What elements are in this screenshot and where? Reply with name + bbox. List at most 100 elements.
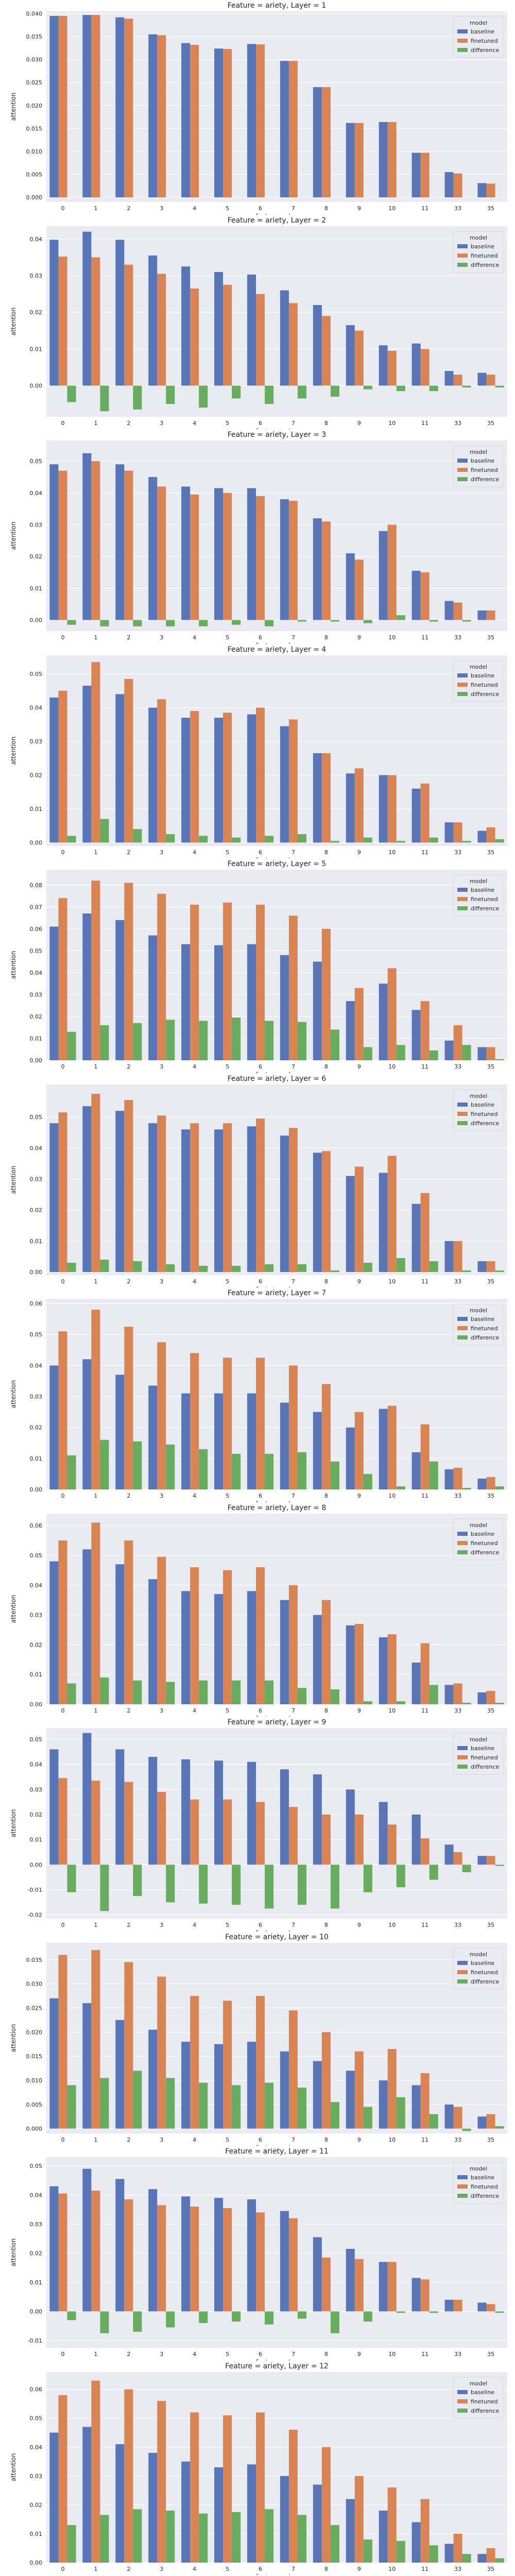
x-tick-label: 8 [324,849,328,856]
bar-baseline-11 [411,1814,421,1865]
bar-finetuned-9 [354,330,364,386]
y-axis-label: attention [10,2239,17,2267]
bar-baseline-33 [444,172,454,198]
legend-title: model [470,2165,487,2172]
bar-finetuned-3 [157,486,166,620]
legend: model baseline finetuned difference [453,1303,504,1346]
x-tick-label: 2 [127,849,130,856]
legend: model baseline finetuned difference [453,1089,504,1131]
y-tick-label: 0.05 [30,1114,43,1121]
x-tick-label: 1 [94,420,97,427]
y-tick-label: 0.015 [26,125,43,132]
y-tick-label: 0.02 [30,553,43,560]
legend-label-finetuned: finetuned [471,2398,498,2405]
legend: model baseline finetuned difference [453,1733,504,1775]
bar-finetuned-9 [354,2259,364,2312]
bar-baseline-8 [313,1615,322,1704]
x-tick-label: 6 [259,634,262,641]
chart-panel: 0.000 0.005 0.010 0.015 0.020 0.025 0.030 0.035… [10,1933,507,2146]
bar-baseline-4 [181,1590,191,1704]
bar-finetuned-6 [256,496,265,620]
legend-label-finetuned: finetuned [471,1325,498,1332]
bar-baseline-33 [444,2544,454,2563]
bar-finetuned-1 [91,15,100,198]
x-tick-label: 33 [454,1922,461,1928]
bar-baseline-33 [444,370,454,386]
y-tick-label: 0.02 [30,1425,43,1431]
bar-finetuned-8 [321,2257,331,2312]
legend-swatch-finetuned [457,682,468,687]
bar-baseline-6 [247,2199,256,2312]
bar-difference-8 [330,840,339,842]
bar-finetuned-9 [354,123,364,198]
x-tick-label: 35 [487,1707,494,1714]
y-axis-label: attention [10,522,17,550]
x-tick-label: 7 [291,1922,295,1928]
y-tick-label: 0.01 [30,1837,43,1843]
x-tick-label: 10 [388,1493,396,1499]
bar-finetuned-33 [453,1025,462,1060]
bar-difference-35 [495,1486,504,1489]
bar-baseline-1 [82,15,92,198]
x-tick-label: 7 [291,2351,295,2358]
y-tick-label: 0.010 [26,148,43,155]
legend-swatch-finetuned [457,253,468,258]
bar-finetuned-1 [91,880,100,1060]
y-tick-label: 0.00 [30,1486,43,1493]
bar-baseline-3 [148,1123,158,1272]
x-tick-label: 3 [160,420,163,427]
legend-label-difference: difference [471,905,499,912]
bar-difference-3 [166,1865,175,1903]
bar-difference-2 [133,1680,142,1704]
bar-baseline-1 [82,2003,92,2129]
bar-finetuned-8 [321,1814,331,1865]
x-tick-label: 35 [487,1063,494,1070]
bar-finetuned-0 [58,470,67,620]
bar-difference-8 [330,2311,339,2333]
x-tick-label: 9 [357,1278,361,1285]
bar-baseline-1 [82,231,92,386]
bar-finetuned-11 [420,348,430,386]
bar-finetuned-10 [387,1155,397,1272]
legend: model baseline finetuned difference [453,16,504,58]
bar-finetuned-6 [256,1802,265,1865]
legend: model baseline finetuned difference [453,445,504,487]
legend-label-difference: difference [471,2408,499,2414]
y-tick-label: 0.04 [30,1761,43,1768]
x-tick-label: 3 [160,2137,163,2143]
bar-finetuned-11 [420,572,430,620]
x-tick-label: 1 [94,2137,97,2143]
bar-finetuned-4 [190,1123,199,1272]
bar-finetuned-2 [124,19,133,198]
y-tick-label: 0.00 [30,382,43,389]
bar-difference-5 [232,1018,241,1060]
bar-difference-2 [133,1023,142,1060]
x-tick-label: 5 [226,205,229,212]
bar-baseline-8 [313,1774,322,1865]
legend-swatch-difference [457,477,468,481]
bar-baseline-0 [49,2432,59,2563]
legend-swatch-baseline [457,2389,468,2394]
y-tick-label: 0.06 [30,926,43,933]
bar-difference-5 [232,1865,241,1905]
bar-finetuned-33 [453,2299,462,2312]
bar-finetuned-11 [420,1193,430,1272]
x-axis-label: feature_value [255,1715,298,1717]
bar-baseline-10 [379,531,388,620]
x-tick-label: 5 [226,420,229,427]
y-tick-label: 0.040 [26,10,43,17]
x-tick-label: 5 [226,1493,229,1499]
x-tick-label: 10 [388,849,396,856]
bar-finetuned-5 [223,2000,232,2129]
bar-difference-1 [100,1865,109,1911]
x-tick-label: 11 [421,1063,428,1070]
y-tick-label: 0.02 [30,1013,43,1020]
bar-baseline-11 [411,788,421,842]
bar-finetuned-7 [288,1807,298,1865]
bar-finetuned-6 [256,44,265,198]
bar-baseline-7 [280,1600,289,1704]
bar-baseline-6 [247,2464,256,2563]
bar-baseline-1 [82,1549,92,1704]
bar-baseline-33 [444,2104,454,2129]
bar-difference-4 [199,385,208,408]
